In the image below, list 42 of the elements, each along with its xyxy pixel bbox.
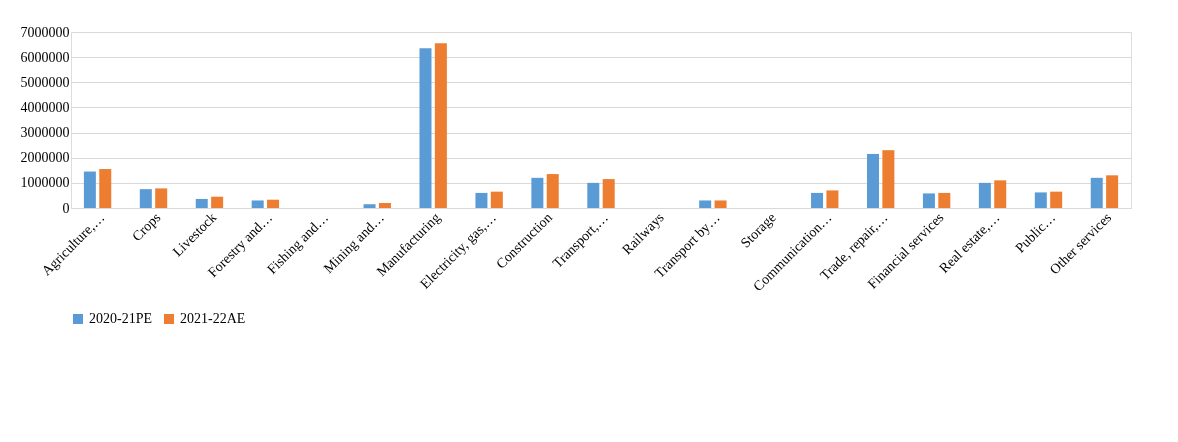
bar	[1034, 192, 1047, 208]
bar	[531, 177, 544, 208]
y-tick-label: 5000000	[20, 74, 70, 90]
y-tick-label: 1000000	[20, 175, 70, 191]
bar	[251, 200, 264, 208]
bar	[419, 48, 432, 208]
y-tick-label: 0	[62, 200, 70, 216]
legend-label: 2021-22AE	[180, 311, 246, 326]
bar	[602, 179, 615, 208]
bar	[978, 182, 991, 208]
legend-label: 2020-21PE	[89, 311, 152, 326]
bar	[1106, 175, 1119, 208]
y-tick-label: 3000000	[20, 125, 70, 141]
bar	[139, 189, 152, 208]
bar	[811, 192, 824, 208]
bar	[267, 199, 280, 208]
bar	[434, 43, 447, 208]
bar	[994, 180, 1007, 208]
y-tick-label: 7000000	[20, 24, 70, 40]
bar	[211, 196, 224, 208]
bar	[99, 169, 112, 208]
bar	[363, 204, 376, 208]
y-tick-label: 4000000	[20, 99, 70, 115]
bar	[378, 202, 391, 208]
bar	[195, 198, 208, 208]
bar	[475, 192, 488, 208]
bar	[699, 200, 712, 208]
bar	[83, 171, 96, 208]
bar	[882, 150, 895, 208]
y-tick-label: 2000000	[20, 150, 70, 166]
bar	[155, 188, 168, 208]
bar	[826, 190, 839, 208]
bar	[938, 192, 951, 208]
bar	[587, 182, 600, 208]
bar	[714, 200, 727, 208]
bar	[546, 174, 559, 208]
bar	[1050, 191, 1063, 208]
bar	[922, 193, 935, 208]
y-tick-label: 6000000	[20, 49, 70, 65]
bar	[866, 153, 879, 208]
bar	[1090, 177, 1103, 208]
bar	[490, 191, 503, 208]
